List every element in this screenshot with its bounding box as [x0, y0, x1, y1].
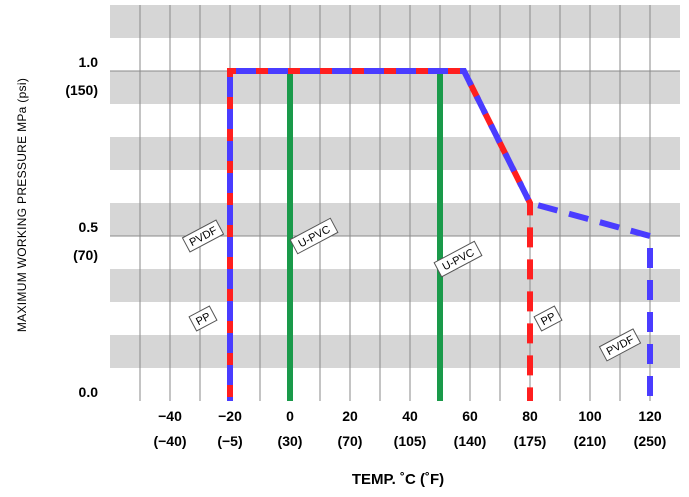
x-tick-label-f: (140): [454, 433, 487, 449]
x-tick-label-f: (250): [634, 433, 667, 449]
series-line-pvdf: [227, 68, 653, 401]
x-tick-label-f: (105): [394, 433, 427, 449]
y-tick-label-psi: (150): [65, 82, 98, 98]
grid-band: [110, 335, 680, 368]
series-tag-box: [289, 217, 339, 255]
x-tick-label: 120: [638, 408, 662, 424]
grid-band: [110, 137, 680, 170]
series-tag-box: [533, 305, 563, 332]
series-tag-box: [598, 328, 642, 362]
grid-band: [110, 5, 680, 38]
series-tag-pp: PP: [533, 305, 563, 332]
grid-band: [110, 170, 680, 203]
x-axis-label: TEMP. ˚C (˚F): [352, 471, 444, 488]
y-tick-label: 0.0: [79, 384, 99, 400]
grid-band: [110, 38, 680, 71]
y-tick-label: 1.0: [79, 54, 99, 70]
x-tick-label-f: (210): [574, 433, 607, 449]
x-tick-label-f: (−40): [153, 433, 186, 449]
x-tick-label: 100: [578, 408, 602, 424]
grid-band: [110, 71, 680, 104]
x-tick-label: −40: [158, 408, 182, 424]
y-tick-label: 0.5: [79, 219, 99, 235]
series-tag-box: [181, 219, 225, 253]
x-tick-label-f: (−5): [217, 433, 242, 449]
grid-band: [110, 104, 680, 137]
y-tick-label-psi: (70): [73, 247, 98, 263]
x-tick-label: −20: [218, 408, 242, 424]
x-tick-label: 80: [522, 408, 538, 424]
series-tag-box: [188, 305, 218, 332]
x-tick-label: 0: [286, 408, 294, 424]
x-tick-label: 20: [342, 408, 358, 424]
x-tick-label-f: (175): [514, 433, 547, 449]
x-tick-label: 60: [462, 408, 478, 424]
series-tag-pp: PP: [188, 305, 218, 332]
grid-band: [110, 368, 680, 401]
x-tick-label-f: (70): [338, 433, 363, 449]
series-tag-box: [433, 240, 483, 278]
x-tick-label: 40: [402, 408, 418, 424]
x-tick-label-f: (30): [278, 433, 303, 449]
y-axis-label: MAXIMUM WORKING PRESSURE MPa (psi): [15, 78, 29, 332]
grid-band: [110, 269, 680, 302]
